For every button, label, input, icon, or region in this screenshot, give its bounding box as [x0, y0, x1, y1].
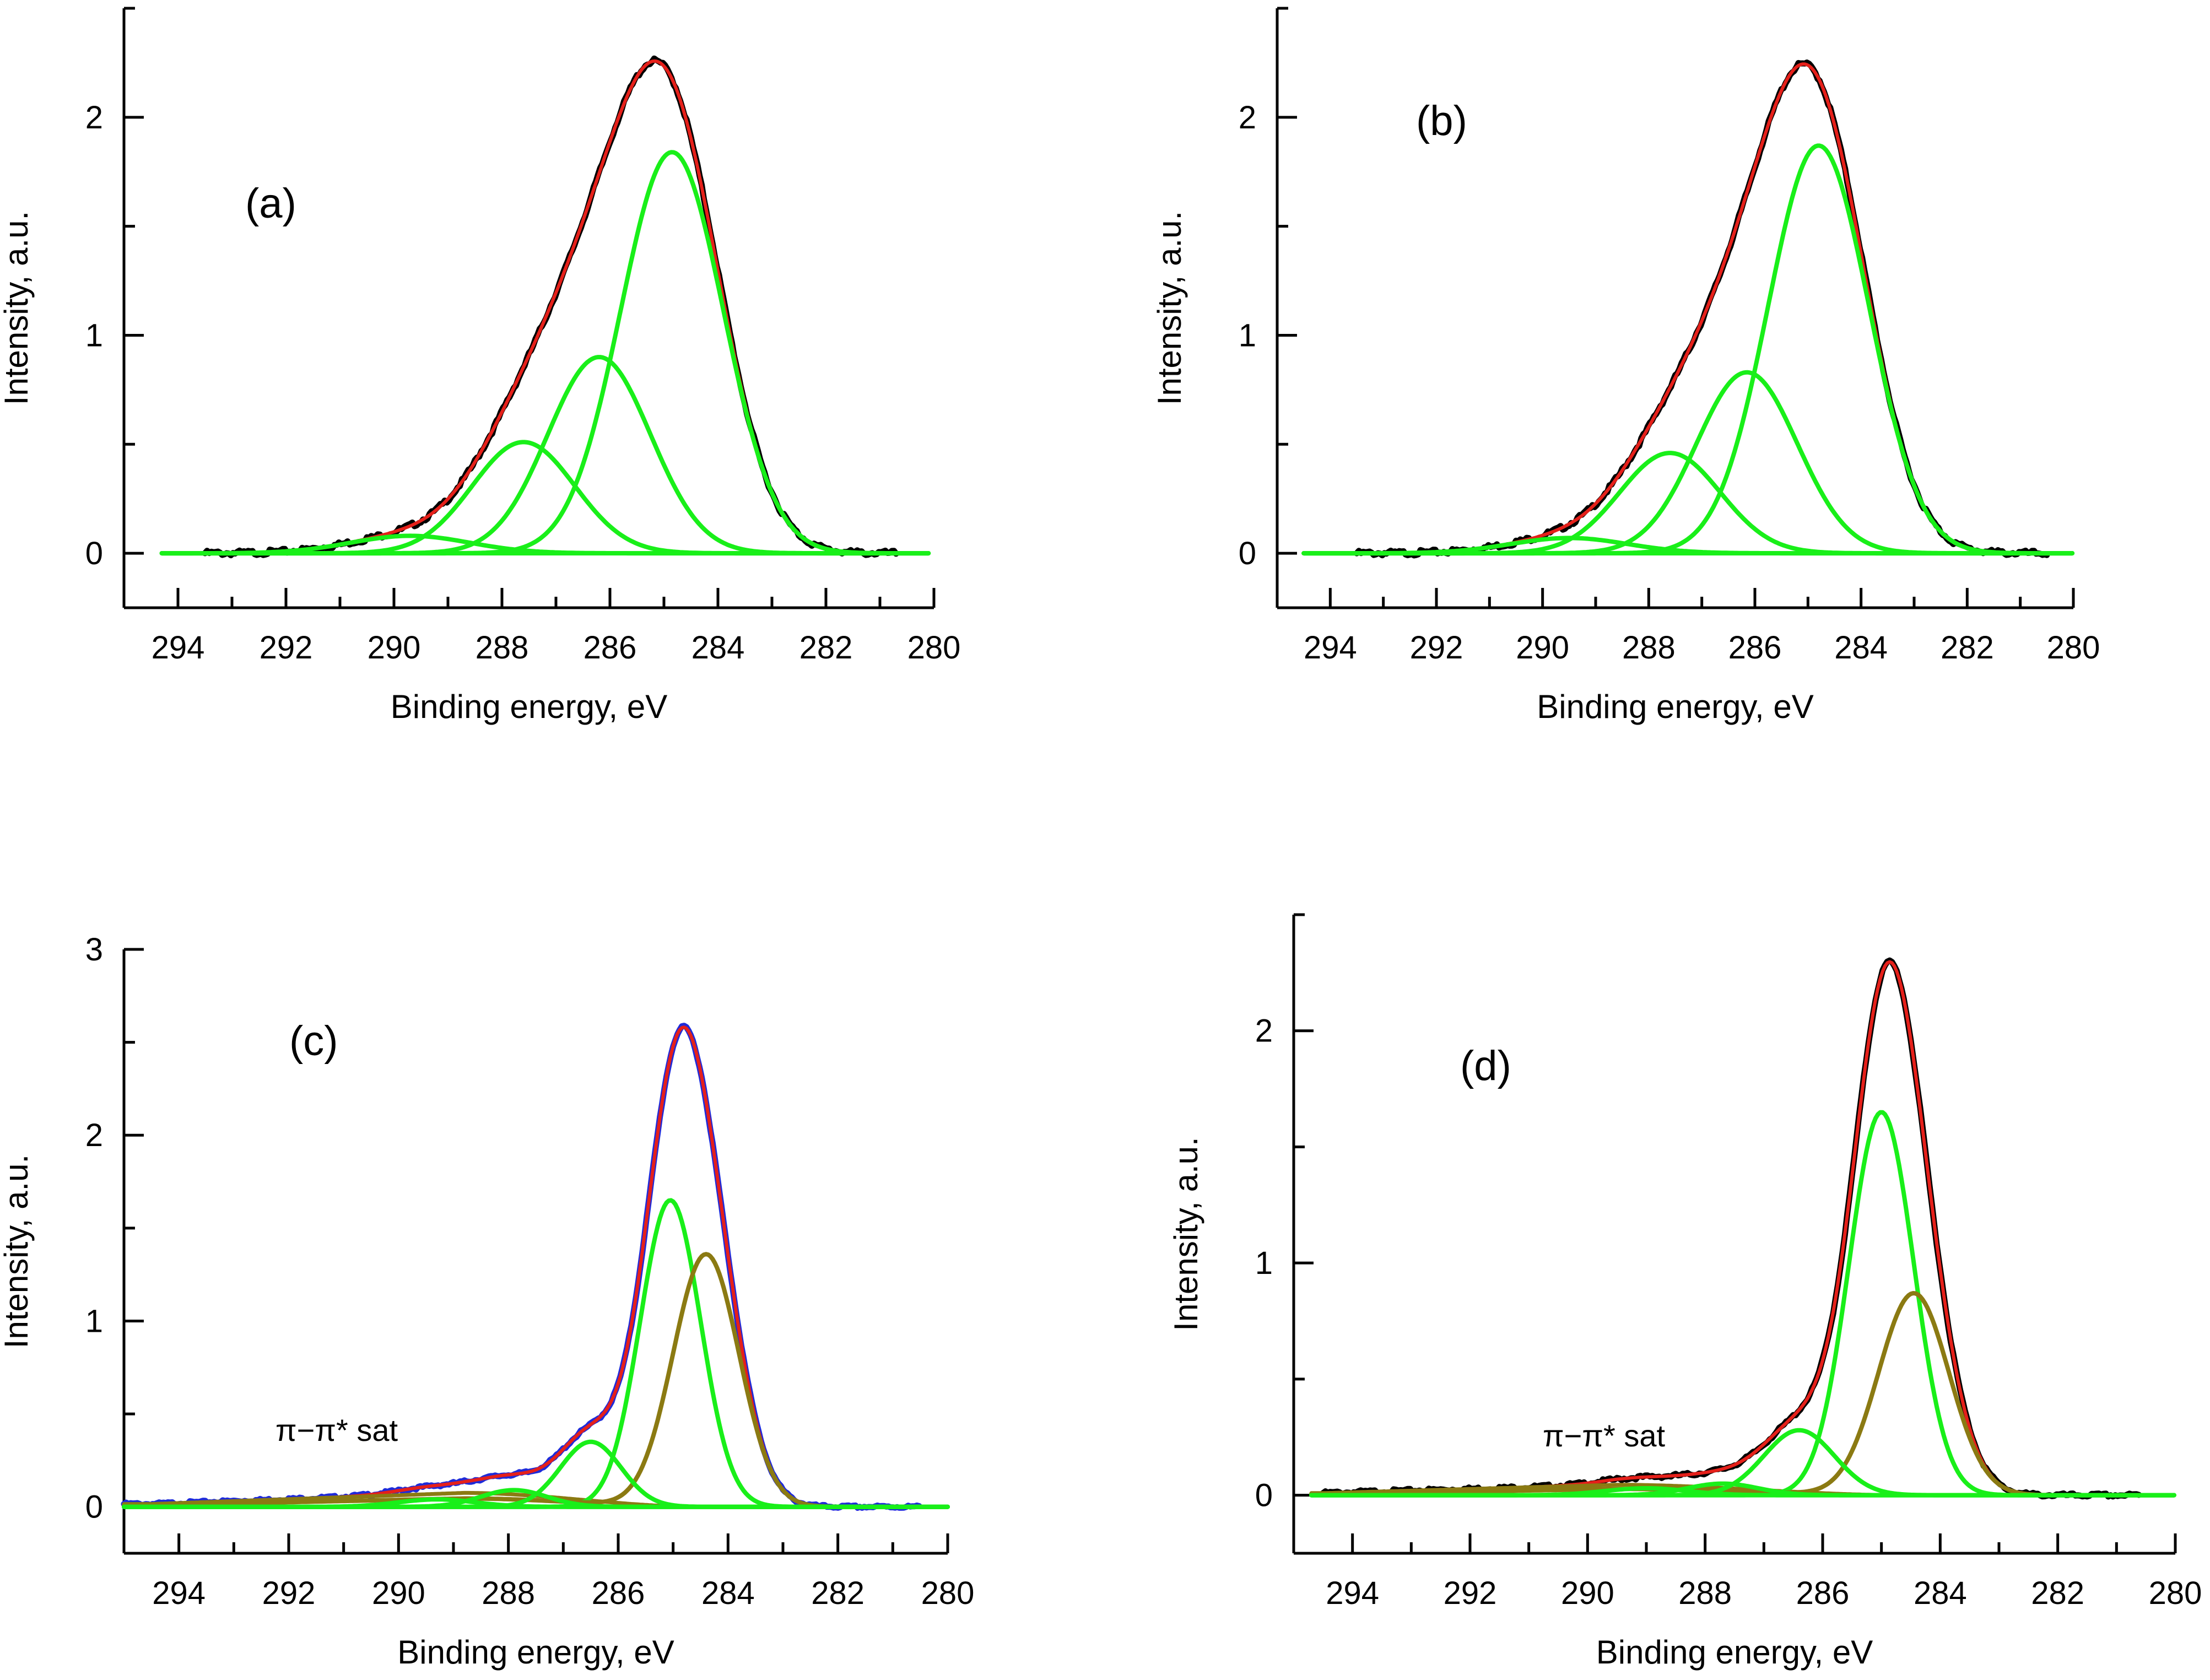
y-tick-label: 0: [1255, 1478, 1273, 1514]
x-tick-label: 292: [1444, 1575, 1497, 1611]
x-tick-label: 282: [811, 1575, 864, 1611]
x-tick-label: 284: [1834, 630, 1888, 666]
panel-a: 294 292 290 288 286 284 282 280 0 1 2 Binding energ…: [0, 7, 961, 725]
panel-c: 294 292 290 288 286 284 282 280 0 1 2 3 Binding ener…: [0, 932, 974, 1671]
x-axis-title: Binding energy, eV: [1537, 688, 1814, 725]
y-axis-title: Intensity, a.u.: [0, 1154, 35, 1348]
x-tick-label: 292: [262, 1575, 316, 1611]
x-tick-label: 280: [2047, 630, 2100, 666]
panel-b: 294 292 290 288 286 284 282 280 0 1 2 Binding energ…: [1151, 7, 2100, 725]
x-tick-label: 282: [799, 630, 853, 666]
y-tick-label: 1: [1239, 317, 1256, 353]
x-tick-label: 292: [1410, 630, 1463, 666]
x-tick-label: 284: [691, 630, 745, 666]
pi-pi-satellite-annotation: π−π* sat: [1543, 1418, 1665, 1453]
panel-d: 294 292 290 288 286 284 282 280 0 1 2 Binding energ…: [1168, 913, 2202, 1671]
x-axis-title: Binding energy, eV: [1596, 1634, 1873, 1671]
panel-label: (d): [1460, 1042, 1511, 1089]
y-tick-label: 0: [1239, 536, 1256, 571]
y-tick-label: 0: [85, 1489, 103, 1525]
x-tick-label: 288: [1622, 630, 1676, 666]
y-tick-label: 1: [85, 1303, 103, 1339]
panel-label: (c): [289, 1018, 338, 1065]
x-tick-label: 286: [1796, 1575, 1850, 1611]
y-tick-label: 1: [85, 317, 103, 353]
panel-label: (b): [1416, 98, 1467, 144]
y-tick-label: 3: [85, 932, 103, 968]
x-tick-label: 286: [1728, 630, 1782, 666]
x-axis-title: Binding energy, eV: [391, 688, 668, 725]
x-tick-label: 284: [1914, 1575, 1967, 1611]
pi-pi-satellite-annotation: π−π* sat: [275, 1413, 398, 1447]
x-tick-label: 288: [1678, 1575, 1732, 1611]
y-tick-label: 2: [85, 100, 103, 136]
x-tick-label: 292: [260, 630, 313, 666]
x-tick-label: 294: [1304, 630, 1357, 666]
x-tick-label: 282: [2031, 1575, 2084, 1611]
x-tick-label: 286: [592, 1575, 645, 1611]
y-tick-label: 2: [1239, 100, 1256, 136]
x-tick-label: 290: [1516, 630, 1569, 666]
y-tick-label: 2: [1255, 1013, 1273, 1049]
y-axis-title: Intensity, a.u.: [1168, 1137, 1204, 1331]
x-tick-label: 288: [475, 630, 529, 666]
x-tick-label: 294: [152, 630, 205, 666]
x-tick-label: 290: [1561, 1575, 1614, 1611]
x-tick-label: 294: [1326, 1575, 1379, 1611]
y-axis-title: Intensity, a.u.: [0, 211, 35, 405]
y-tick-label: 0: [85, 536, 103, 571]
x-tick-label: 280: [2149, 1575, 2202, 1611]
x-tick-label: 284: [701, 1575, 755, 1611]
x-tick-label: 280: [921, 1575, 975, 1611]
x-tick-label: 294: [152, 1575, 206, 1611]
y-tick-label: 1: [1255, 1245, 1273, 1281]
y-axis-title: Intensity, a.u.: [1151, 211, 1188, 405]
panel-label: (a): [245, 180, 296, 227]
x-tick-label: 290: [372, 1575, 425, 1611]
x-tick-label: 290: [368, 630, 421, 666]
x-tick-label: 288: [482, 1575, 535, 1611]
x-axis-title: Binding energy, eV: [397, 1634, 674, 1671]
x-tick-label: 282: [1941, 630, 1994, 666]
x-tick-label: 286: [583, 630, 637, 666]
y-tick-label: 2: [85, 1117, 103, 1153]
x-tick-label: 280: [907, 630, 961, 666]
